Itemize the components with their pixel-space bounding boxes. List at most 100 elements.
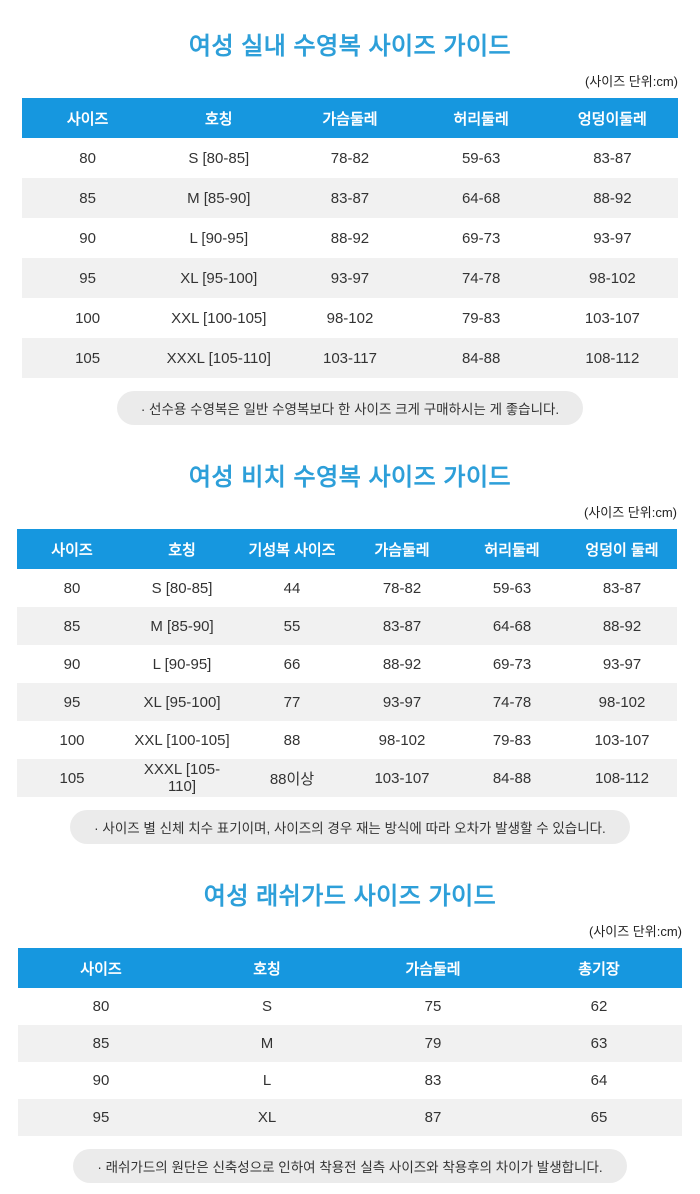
table-cell: 93-97 [382,693,422,711]
header-cell: 사이즈 [18,948,184,988]
note-pill: · 래쉬가드의 원단은 신축성으로 인하여 착용전 실측 사이즈와 착용후의 차… [73,1149,627,1183]
table-cell: 100 [59,731,85,749]
table-cell: 88-92 [330,229,370,247]
table-header: 사이즈 호칭 가슴둘레 허리둘레 엉덩이둘레 [22,98,678,138]
note-row: · 래쉬가드의 원단은 신축성으로 인하여 착용전 실측 사이즈와 착용후의 차… [0,1149,700,1183]
table-cell: 83-87 [593,149,632,167]
table-cell: M [85-90] [187,189,251,207]
unit-label: (사이즈 단위:cm) [588,924,682,939]
table-cell: 80 [79,149,96,167]
table-cell: M [260,1035,274,1052]
table-cell: 63 [590,1035,608,1052]
table-cell: 79 [424,1035,442,1052]
table-cell: 90 [92,1072,110,1089]
table-cell: 88-92 [382,655,422,673]
table-cell: 79-83 [461,309,501,327]
table-row: 90 L [90-95] 88-92 69-73 93-97 [22,218,678,258]
table-cell: 75 [424,998,442,1015]
table-row: 105 XXXL [105-110] 103-117 84-88 108-112 [22,338,678,378]
table-cell: 83-87 [382,617,422,635]
header-cell: 총기장 [516,948,682,988]
table-row: 90 L [90-95] 66 88-92 69-73 93-97 [17,645,677,683]
header-row: 사이즈 호칭 기성복 사이즈 가슴둘레 허리둘레 엉덩이 둘레 [17,529,677,569]
table-cell: M [85-90] [150,617,214,635]
table-cell: 55 [283,617,301,635]
table-row: 80 S [80-85] 44 78-82 59-63 83-87 [17,569,677,607]
note-row: · 사이즈 별 신체 치수 표기이며, 사이즈의 경우 재는 방식에 따라 오차… [0,810,700,844]
header-cell: 허리둘레 [457,529,567,569]
table-cell: 80 [92,998,110,1015]
table-body: 80 S [80-85] 44 78-82 59-63 83-87 85 M [85-90] 5… [17,569,677,797]
page-title-rashguard: 여성 래쉬가드 사이즈 가이드 [203,883,497,910]
note-row: · 선수용 수영복은 일반 수영복보다 한 사이즈 크게 구매하시는 게 좋습니… [0,391,700,425]
table-cell: 105 [75,349,101,367]
header-cell: 호칭 [153,98,285,138]
header-cell: 사이즈 [17,529,127,569]
table-cell: 87 [424,1109,442,1126]
table-cell: 74-78 [461,269,501,287]
table-row: 95 XL [95-100] 93-97 74-78 98-102 [22,258,678,298]
header-cell: 호칭 [184,948,350,988]
table-cell: 85 [92,1035,110,1052]
table-cell: 108-112 [585,349,640,367]
table-cell: L [90-95] [152,655,212,673]
table-cell: 64-68 [492,617,532,635]
table-cell: 78-82 [382,579,422,597]
table-cell: 95 [92,1109,110,1126]
table-row: 90 L 83 64 [18,1062,682,1099]
table-cell: 69-73 [492,655,532,673]
table-row: 105 XXXL [105-110] 88이상 103-107 84-88 108-112 [17,759,677,797]
table-row: 95 XL 87 65 [18,1099,682,1136]
table-cell: 90 [63,655,81,673]
table-cell: XL [95-100] [143,693,221,711]
table-cell: 74-78 [492,693,532,711]
table-cell: 83-87 [602,579,642,597]
table-cell: 90 [79,229,96,247]
table-cell: 93-97 [602,655,642,673]
table-cell: S [80-85] [188,149,250,167]
header-cell: 가슴둘레 [347,529,457,569]
header-row: 사이즈 호칭 가슴둘레 총기장 [18,948,682,988]
table-cell: 85 [79,189,96,207]
table-cell: 93-97 [593,229,632,247]
table-row: 100 XXL [100-105] 88 98-102 79-83 103-107 [17,721,677,759]
table-cell: 66 [283,655,301,673]
header-cell: 가슴둘레 [284,98,416,138]
table-cell: 69-73 [461,229,501,247]
header-cell: 가슴둘레 [350,948,516,988]
page-title-indoor: 여성 실내 수영복 사이즈 가이드 [188,33,512,60]
rashguard-size-table: 사이즈 호칭 가슴둘레 총기장 80 S 75 62 85 M 79 63 90 L 83 64 95 XL 87… [18,948,682,1136]
table-cell: 108-112 [595,769,649,787]
table-cell: XXL [100-105] [134,731,230,749]
table-header: 사이즈 호칭 가슴둘레 총기장 [18,948,682,988]
table-cell: 79-83 [492,731,532,749]
table-cell: 105 [59,769,85,787]
table-row: 85 M 79 63 [18,1025,682,1062]
table-cell: 77 [283,693,301,711]
table-cell: XXL [100-105] [171,309,267,327]
table-cell: 95 [79,269,96,287]
table-cell: 103-107 [584,309,640,327]
table-cell: 93-97 [330,269,370,287]
table-cell: L [90-95] [189,229,249,247]
header-cell: 호칭 [127,529,237,569]
table-cell: L [262,1072,272,1089]
table-cell: 83-87 [330,189,370,207]
note-pill: · 사이즈 별 신체 치수 표기이며, 사이즈의 경우 재는 방식에 따라 오차… [70,810,630,844]
section-indoor-swimsuit-guide: 여성 실내 수영복 사이즈 가이드 (사이즈 단위:cm) 사이즈 호칭 가슴둘레 허… [0,0,700,425]
table-cell: 98-102 [378,731,426,749]
note-pill: · 선수용 수영복은 일반 수영복보다 한 사이즈 크게 구매하시는 게 좋습니… [116,391,584,425]
table-cell: 83 [424,1072,442,1089]
section-beach-swimsuit-guide: 여성 비치 수영복 사이즈 가이드 (사이즈 단위:cm) 사이즈 호칭 기성복 사… [0,431,700,844]
table-cell: 62 [590,998,608,1015]
table-cell: 98-102 [326,309,374,327]
table-cell: XL [95-100] [180,269,258,287]
header-row: 사이즈 호칭 가슴둘레 허리둘레 엉덩이둘레 [22,98,678,138]
table-cell: 80 [63,579,81,597]
table-cell: 98-102 [589,269,636,287]
table-cell: 103-107 [374,769,430,787]
header-cell: 엉덩이 둘레 [567,529,677,569]
table-row: 80 S 75 62 [18,988,682,1025]
table-cell: 64 [590,1072,608,1089]
table-cell: 100 [75,309,101,327]
